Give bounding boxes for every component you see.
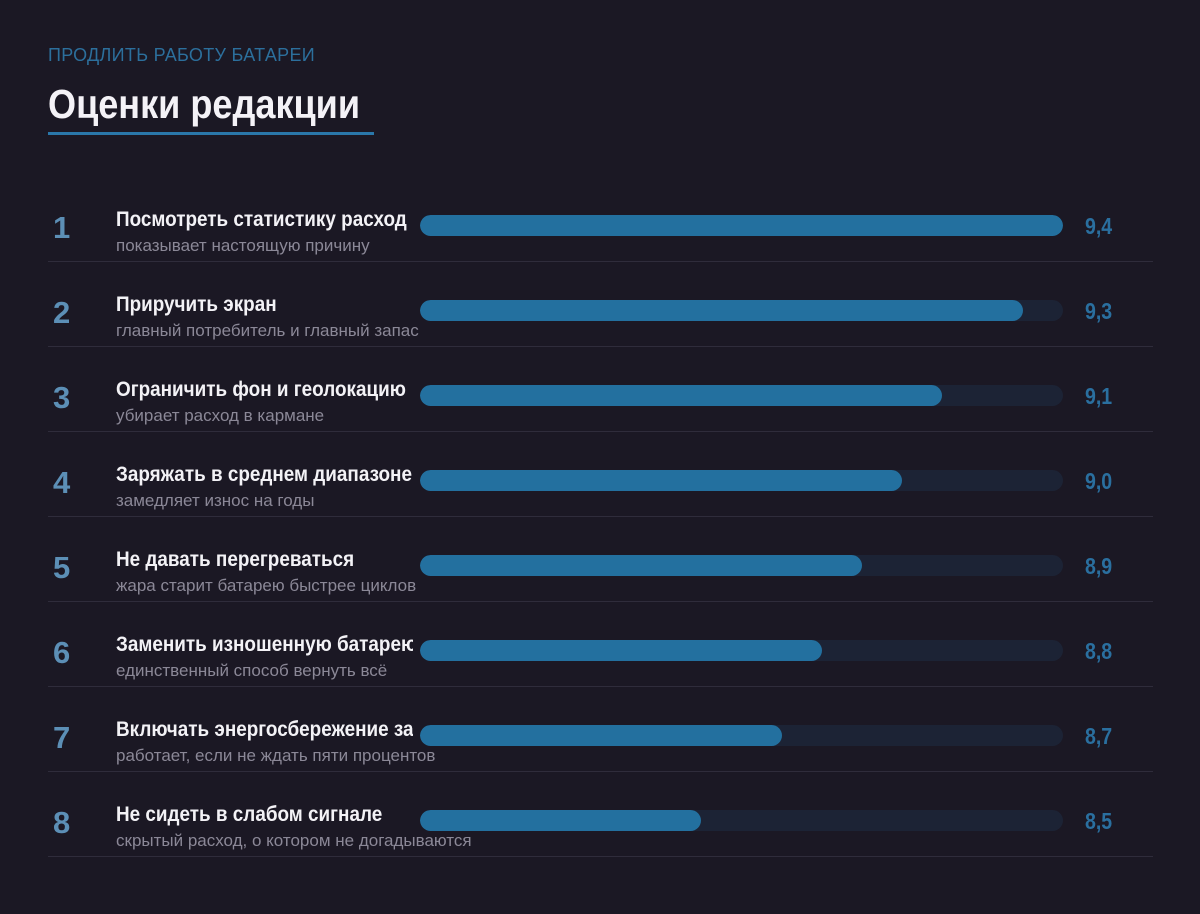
rating-score: 8,5 (1085, 808, 1113, 834)
ratings-list: 1 Посмотреть статистику расход показывает … (48, 177, 1153, 857)
rating-title: Ограничить фон и геолокацию (116, 378, 406, 401)
rating-bar-track (420, 640, 1063, 661)
rating-row: 6 Заменить изношенную батарею единственный… (48, 602, 1153, 687)
rating-bar (420, 640, 822, 661)
rating-title: Заряжать в среднем диапазоне (116, 463, 412, 486)
rating-rank: 4 (53, 465, 71, 500)
rating-rank: 7 (53, 720, 71, 755)
rating-bar (420, 725, 782, 746)
rating-subtitle: показывает настоящую причину (116, 236, 370, 255)
rating-row: 8 Не сидеть в слабом сигнале скрытый расхо… (48, 772, 1153, 857)
page-title: Оценки редакции (48, 81, 361, 127)
rating-bar (420, 215, 1063, 236)
rating-rank: 3 (53, 380, 71, 415)
rating-rank: 6 (53, 635, 71, 670)
rating-bar (420, 385, 943, 406)
rating-subtitle: замедляет износ на годы (116, 491, 315, 510)
rating-score: 9,3 (1085, 298, 1113, 324)
rating-score: 8,8 (1085, 638, 1113, 664)
rating-rank: 1 (53, 210, 71, 245)
rating-bar-track (420, 300, 1063, 321)
rating-row: 2 Приручить экран главный потребитель и гл… (48, 262, 1153, 347)
rating-row: 5 Не давать перегреваться жара старит бата… (48, 517, 1153, 602)
rating-subtitle: единственный способ вернуть всё (116, 661, 388, 680)
rating-title: Заменить изношенную батарею (116, 633, 413, 656)
rating-bar-track (420, 810, 1063, 831)
rating-row: 1 Посмотреть статистику расход показывает … (48, 177, 1153, 262)
rating-bar (420, 555, 863, 576)
rating-bar (420, 300, 1023, 321)
rating-title: Не давать перегреваться (116, 548, 355, 571)
rating-rank: 2 (53, 295, 71, 330)
rating-subtitle: главный потребитель и главный запас (116, 321, 419, 340)
rating-bar-track (420, 725, 1063, 746)
rating-title: Посмотреть статистику расход (116, 208, 407, 231)
rating-row: 3 Ограничить фон и геолокацию убирает расх… (48, 347, 1153, 432)
rating-bar-track (420, 385, 1063, 406)
rating-subtitle: убирает расход в кармане (116, 406, 325, 425)
title-underline (48, 132, 374, 135)
rating-score: 9,0 (1085, 468, 1113, 494)
rating-title: Приручить экран (116, 293, 277, 316)
rating-bar-track (420, 470, 1063, 491)
rating-row: 4 Заряжать в среднем диапазоне замедляет и… (48, 432, 1153, 517)
rating-score: 8,9 (1085, 553, 1113, 579)
rating-rank: 8 (53, 805, 71, 840)
rating-title: Не сидеть в слабом сигнале (116, 803, 383, 826)
rating-bar (420, 470, 903, 491)
section-kicker: ПРОДЛИТЬ РАБОТУ БАТАРЕИ (48, 45, 316, 65)
rating-score: 8,7 (1085, 723, 1113, 749)
rating-bar (420, 810, 702, 831)
rating-score: 9,1 (1085, 383, 1113, 409)
rating-rank: 5 (53, 550, 71, 585)
rating-row: 7 Включать энергосбережение за работает, е… (48, 687, 1153, 772)
rating-subtitle: скрытый расход, о котором не догадываютс… (116, 831, 472, 850)
rating-score: 9,4 (1085, 213, 1113, 239)
rating-bar-track (420, 215, 1063, 236)
rating-subtitle: работает, если не ждать пяти процентов (116, 746, 436, 765)
rating-title: Включать энергосбережение за (116, 718, 413, 741)
rating-bar-track (420, 555, 1063, 576)
rating-subtitle: жара старит батарею быстрее циклов (116, 576, 417, 595)
